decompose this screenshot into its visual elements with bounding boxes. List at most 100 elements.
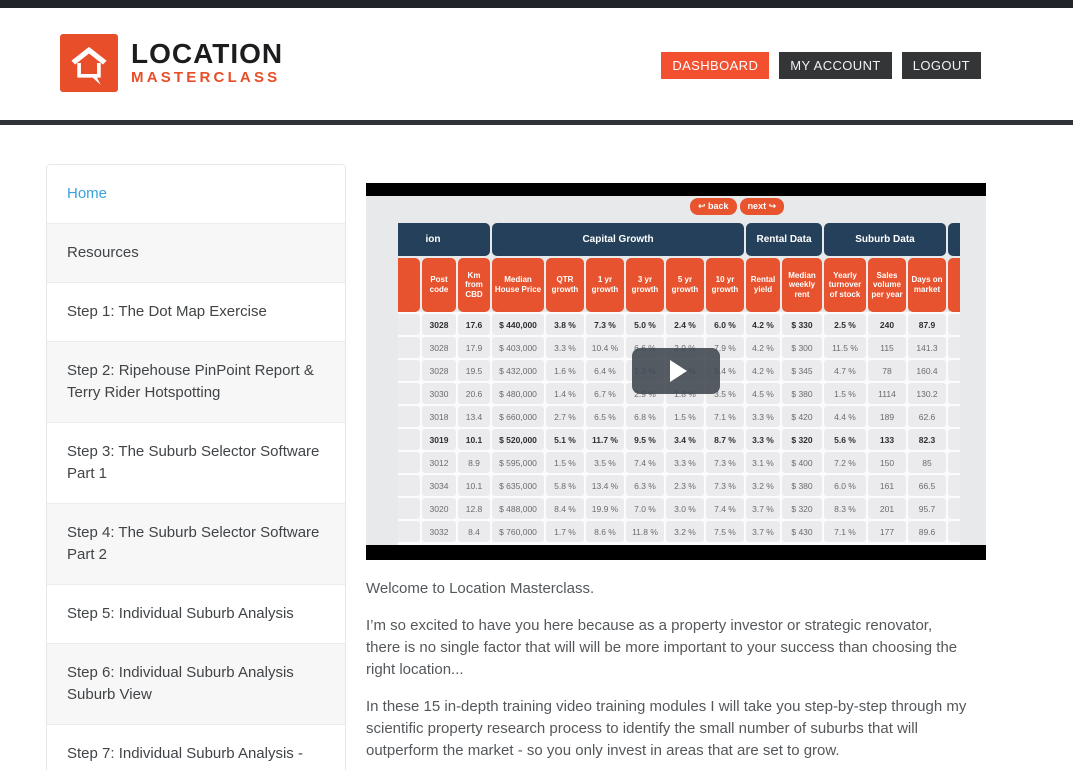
table-column-header: QTR growth — [546, 258, 584, 312]
video-thumbnail: ion Capital Growth Rental Data Suburb Data P… — [366, 196, 986, 545]
table-cell — [398, 360, 420, 381]
table-column-header: Post code — [422, 258, 456, 312]
table-cell: 66.5 — [908, 475, 946, 496]
table-cell: 133 — [868, 429, 906, 450]
table-cell: 3.3 % — [666, 452, 704, 473]
table-cell: 10.1 — [458, 475, 490, 496]
table-cell: 3.7 % — [746, 521, 780, 542]
nav-button-logout[interactable]: LOGOUT — [901, 52, 981, 79]
play-icon — [670, 359, 687, 382]
table-cell: 3.3 % — [746, 406, 780, 427]
table-cell — [398, 406, 420, 427]
table-cell: 1.5 % — [546, 452, 584, 473]
table-cell: $ 420 — [782, 406, 822, 427]
sidebar-item[interactable]: Step 2: Ripehouse PinPoint Report & Terr… — [47, 342, 345, 423]
table-cell: 17.6 — [458, 314, 490, 335]
table-cell: $ 330 — [782, 314, 822, 335]
table-cell: 3030 — [422, 383, 456, 404]
table-cell: $ 380 — [782, 475, 822, 496]
table-cell: $ 380 — [782, 383, 822, 404]
table-cell: 19.9 % — [586, 498, 624, 519]
table-cell: $ 432,000 — [492, 360, 544, 381]
logo-link[interactable]: LOCATION MASTERCLASS — [60, 34, 283, 92]
table-cell: 3020 — [422, 498, 456, 519]
sidebar-item[interactable]: Step 5: Individual Suburb Analysis — [47, 585, 345, 644]
table-cell: 85 — [908, 452, 946, 473]
table-cell: 3.7 % — [746, 498, 780, 519]
table-cell — [948, 429, 960, 450]
table-column-header — [948, 258, 960, 312]
table-cell: 8.7 % — [706, 429, 744, 450]
sidebar-item[interactable]: Step 3: The Suburb Selector Software Par… — [47, 423, 345, 504]
table-cell: 4.2 % — [746, 360, 780, 381]
table-cell: 62.6 — [908, 406, 946, 427]
table-cell: 10.1 — [458, 429, 490, 450]
sidebar-item[interactable]: Step 1: The Dot Map Exercise — [47, 283, 345, 342]
table-cell — [398, 383, 420, 404]
table-cell: $ 320 — [782, 429, 822, 450]
sidebar-item[interactable]: Step 6: Individual Suburb Analysis Subur… — [47, 644, 345, 725]
table-cell: 2.3 % — [666, 475, 704, 496]
table-cell: 7.3 % — [706, 475, 744, 496]
table-cell: 11.5 % — [824, 337, 866, 358]
table-column-header: 3 yr growth — [626, 258, 664, 312]
table-cell: 19.5 — [458, 360, 490, 381]
table-cell: 6.0 % — [706, 314, 744, 335]
table-cell — [948, 406, 960, 427]
table-cell — [948, 314, 960, 335]
table-cell: $ 320 — [782, 498, 822, 519]
table-cell — [398, 475, 420, 496]
table-cell: 1.7 % — [546, 521, 584, 542]
table-cell: 5.1 % — [546, 429, 584, 450]
header-divider-bar — [0, 120, 1073, 125]
table-cell: 3028 — [422, 337, 456, 358]
table-cell: 3028 — [422, 360, 456, 381]
sidebar-item[interactable]: Home — [47, 165, 345, 224]
sidebar-item[interactable]: Step 4: The Suburb Selector Software Par… — [47, 504, 345, 585]
nav-button-dashboard[interactable]: DASHBOARD — [661, 52, 770, 79]
table-cell — [948, 521, 960, 542]
main-content: ion Capital Growth Rental Data Suburb Data P… — [366, 183, 986, 770]
top-bar — [0, 0, 1073, 8]
table-cell: $ 430 — [782, 521, 822, 542]
table-cell — [948, 475, 960, 496]
table-cell: 3.5 % — [586, 452, 624, 473]
table-cell — [398, 314, 420, 335]
table-cell: 3.2 % — [746, 475, 780, 496]
sidebar-item[interactable]: Resources — [47, 224, 345, 283]
table-cell: 8.4 % — [546, 498, 584, 519]
table-cell: 82.3 — [908, 429, 946, 450]
logo-word-location: LOCATION — [131, 38, 284, 69]
table-cell — [948, 498, 960, 519]
table-group-header — [948, 223, 960, 256]
table-cell: 2.4 % — [666, 314, 704, 335]
table-column-header: Rental yield — [746, 258, 780, 312]
table-column-header: 5 yr growth — [666, 258, 704, 312]
sidebar-item[interactable]: Step 7: Individual Suburb Analysis - RP — [47, 725, 345, 770]
table-cell: 8.6 % — [586, 521, 624, 542]
table-cell: 17.9 — [458, 337, 490, 358]
video-player[interactable]: ion Capital Growth Rental Data Suburb Data P… — [366, 183, 986, 560]
nav-button-my-account[interactable]: MY ACCOUNT — [779, 52, 892, 79]
table-cell: 3.8 % — [546, 314, 584, 335]
table-cell: $ 760,000 — [492, 521, 544, 542]
table-cell: 87.9 — [908, 314, 946, 335]
video-table-screenshot: ion Capital Growth Rental Data Suburb Data P… — [398, 196, 960, 545]
table-cell: 11.7 % — [586, 429, 624, 450]
table-cell: 4.4 % — [824, 406, 866, 427]
table-cell: 12.8 — [458, 498, 490, 519]
table-cell: 1.5 % — [666, 406, 704, 427]
table-cell — [948, 452, 960, 473]
table-column-header: Days on market — [908, 258, 946, 312]
table-cell: 7.4 % — [706, 498, 744, 519]
table-cell — [398, 452, 420, 473]
play-button[interactable] — [632, 347, 720, 394]
table-cell: 7.2 % — [824, 452, 866, 473]
table-cell — [948, 360, 960, 381]
table-cell: 6.5 % — [586, 406, 624, 427]
sidebar: Home Resources Step 1: The Dot Map Exercis… — [46, 164, 346, 770]
table-cell: $ 635,000 — [492, 475, 544, 496]
table-cell — [398, 429, 420, 450]
table-cell: 4.5 % — [746, 383, 780, 404]
table-cell: 3012 — [422, 452, 456, 473]
